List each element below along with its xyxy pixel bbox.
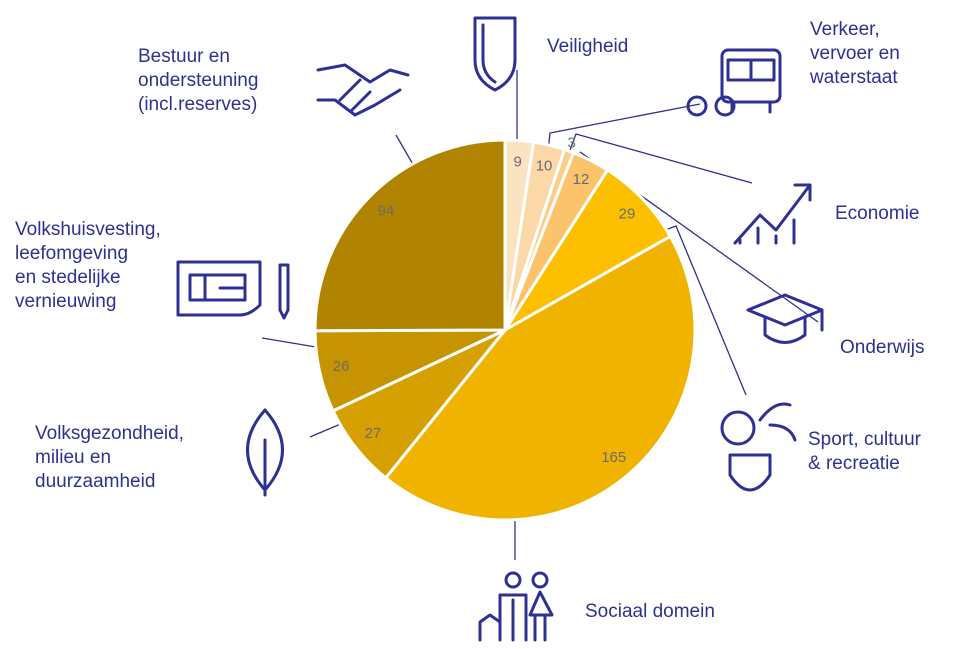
ball-icon [720, 410, 756, 446]
slice [313, 138, 507, 333]
value-label: 26 [333, 358, 350, 375]
person-icon [531, 571, 549, 589]
icons [176, 16, 824, 640]
category-label: Bestuur en ondersteuning (incl.reserves) [138, 46, 259, 115]
shield-icon [473, 16, 517, 92]
handshake-icon [316, 63, 410, 117]
value-label: 12 [573, 171, 590, 188]
value-label: 3 [568, 135, 576, 152]
slice [383, 234, 697, 522]
value-label: 29 [619, 205, 636, 222]
leader-line [569, 133, 753, 184]
leaf-icon [246, 408, 284, 497]
person-icon [504, 571, 522, 589]
bus-detail-icon [726, 58, 776, 114]
category-label: Volkshuisvesting, leefomgeving en stedel… [15, 219, 161, 312]
category-label: Veiligheid [547, 36, 629, 57]
growth-icon [733, 183, 812, 245]
category-label: Verkeer, vervoer en waterstaat [810, 19, 900, 88]
category-label: Onderwijs [840, 337, 925, 358]
bike-wheel-icon [686, 95, 708, 117]
value-label: 10 [536, 158, 553, 175]
category-label: Sociaal domein [585, 601, 715, 622]
value-label: 94 [378, 202, 395, 219]
culture-icon [728, 402, 797, 492]
category-label: Volksgezondheid, milieu en duurzaamheid [35, 423, 184, 492]
value-label: 27 [365, 425, 382, 442]
slice [503, 167, 673, 332]
plan-icon [176, 260, 290, 320]
leader-line [261, 337, 323, 349]
category-label: Economie [835, 203, 920, 224]
slices [313, 138, 697, 522]
graduation-icon [746, 293, 824, 344]
bus-icon [720, 48, 782, 104]
category-label: Sport, cultuur & recreatie [808, 429, 921, 474]
family-icon [475, 592, 552, 640]
bike-wheel-icon [714, 95, 736, 117]
value-label: 165 [601, 449, 626, 466]
value-label: 9 [513, 153, 521, 170]
